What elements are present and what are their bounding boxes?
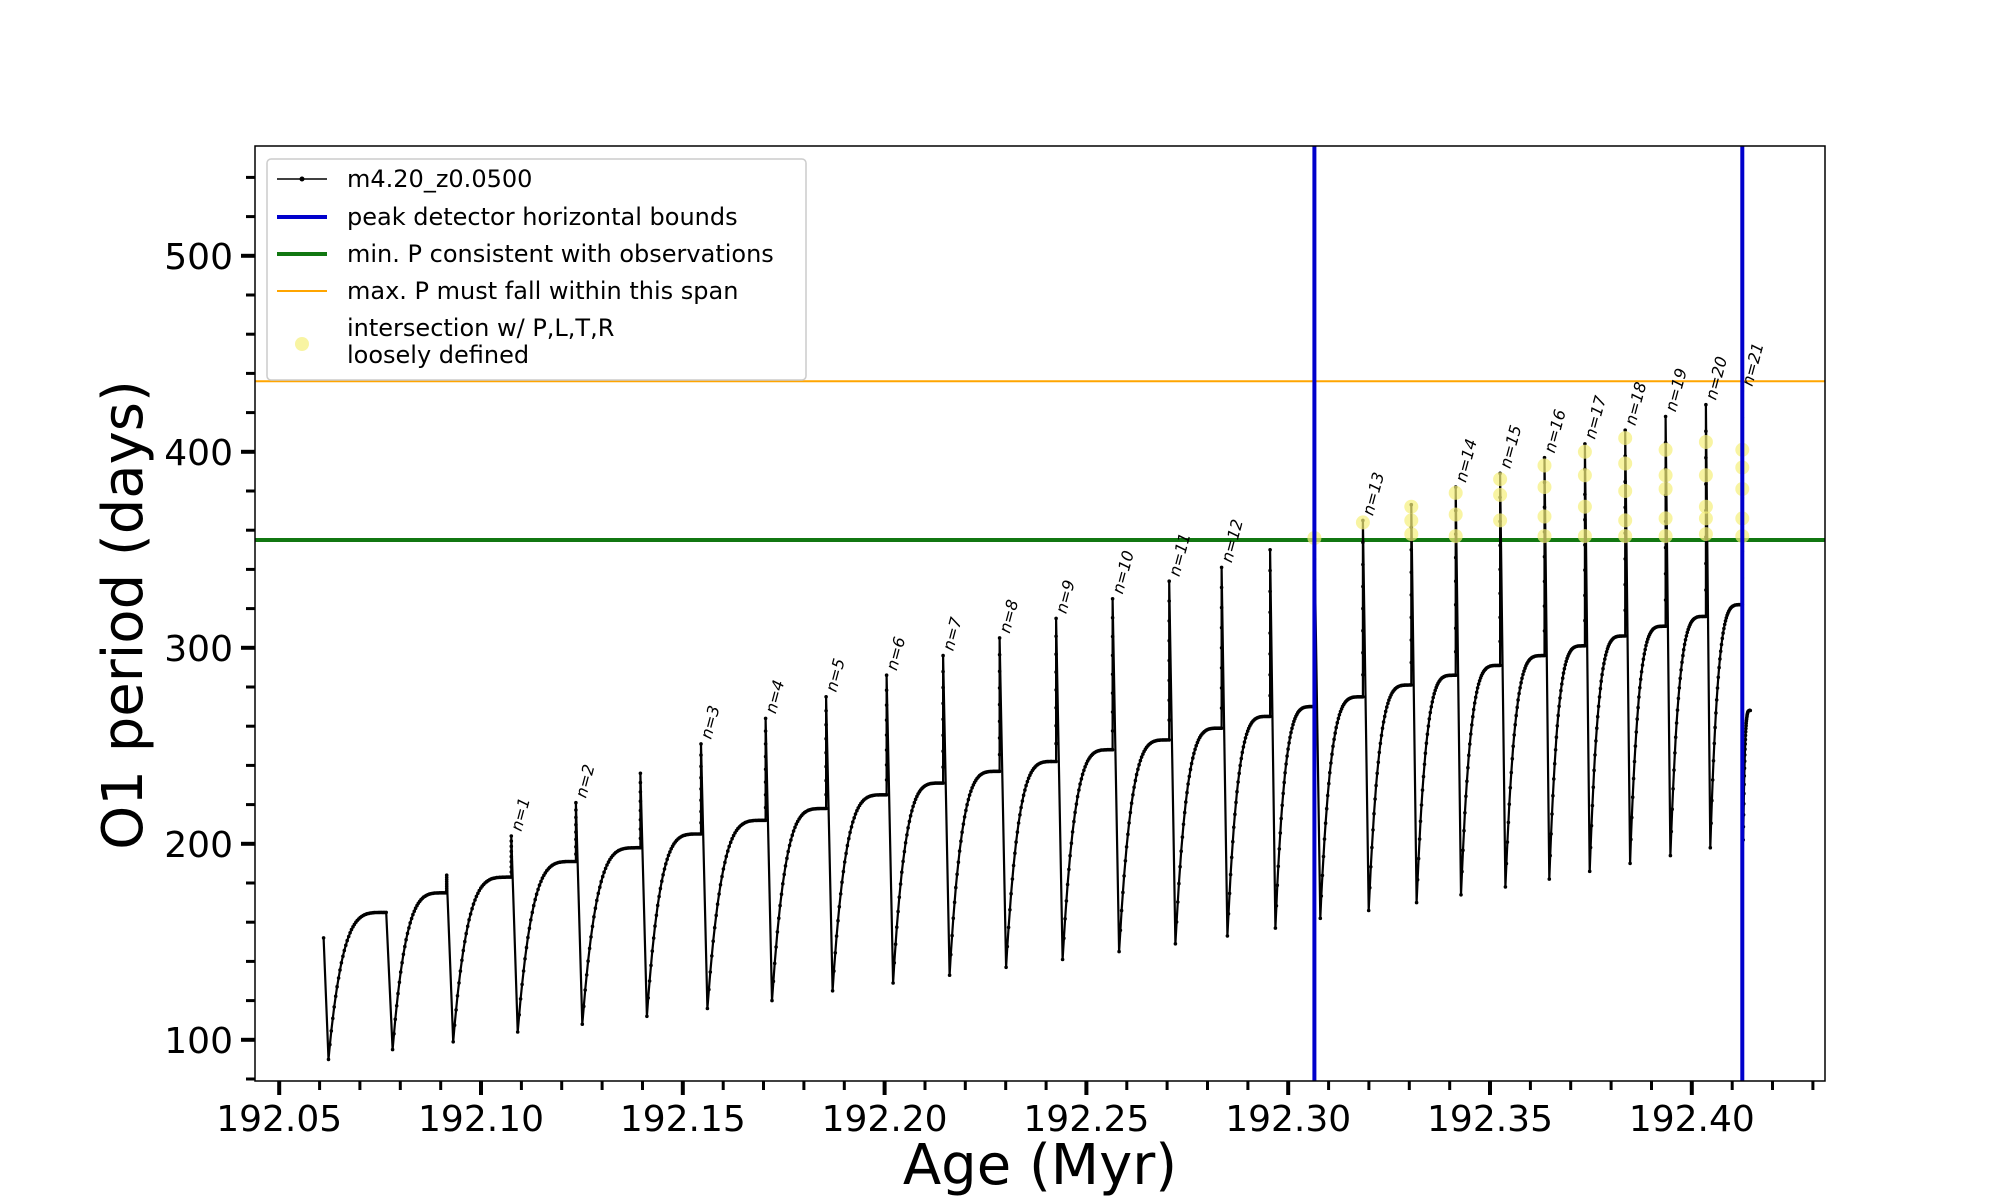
cycle-label-n-17: n=17 xyxy=(1580,393,1610,441)
y-axis-title: O1 period (days) xyxy=(91,380,156,850)
cycle-label-n-6: n=6 xyxy=(882,635,909,673)
intersection-point xyxy=(1698,435,1713,449)
cycle-label-n-3: n=3 xyxy=(697,703,724,741)
cycle-label-n-4: n=4 xyxy=(761,678,788,716)
cycle-labels: n=1n=2n=3n=4n=5n=6n=7 n=8n=9n=10 n=11 n=12n… xyxy=(507,341,1768,833)
x-tick-label: 192.20 xyxy=(822,1099,948,1140)
x-tick-label: 192.10 xyxy=(418,1099,544,1140)
intersection-point xyxy=(1618,513,1633,528)
intersection-point xyxy=(1658,482,1673,496)
cycle-label-n-10: n=10 xyxy=(1108,549,1138,596)
horizontal-reference-lines xyxy=(255,380,1825,542)
cycle-label-n-1: n=1 xyxy=(507,796,534,834)
series-line xyxy=(322,390,1751,1060)
cycle-label-n-19: n=19 xyxy=(1661,366,1691,413)
intersection-point xyxy=(1618,431,1633,446)
intersection-point xyxy=(1658,468,1673,483)
legend-label: min. P consistent with observations xyxy=(347,240,774,268)
intersection-point xyxy=(1537,458,1552,473)
x-axis-title: Age (Myr) xyxy=(903,1133,1177,1198)
legend-entry: max. P must fall within this span xyxy=(277,277,738,305)
series-markers xyxy=(321,389,1753,1062)
intersection-point xyxy=(1404,499,1419,514)
legend-marker xyxy=(295,337,309,351)
intersection-point xyxy=(1658,511,1673,526)
series-m4-20-z0-0500 xyxy=(321,389,1753,1062)
plot-frame xyxy=(254,145,1826,1082)
legend-entry: peak detector horizontal bounds xyxy=(277,203,738,231)
legend-entry: min. P consistent with observations xyxy=(277,240,774,268)
legend-label: intersection w/ P,L,T,R xyxy=(347,314,614,342)
intersection-point xyxy=(1537,509,1552,524)
intersection-point xyxy=(1355,515,1370,530)
legend-label: peak detector horizontal bounds xyxy=(347,203,738,231)
intersection-point xyxy=(1698,499,1713,514)
axes: 100 200 300 400 500 192.05 192.10 192.15 192.20 1… xyxy=(164,175,1815,1140)
intersection-point xyxy=(1448,529,1463,544)
intersection-point xyxy=(1618,456,1633,471)
intersection-markers xyxy=(1307,431,1750,545)
series-points xyxy=(321,389,1753,1062)
intersection-point xyxy=(1658,529,1673,544)
legend-label: m4.20_z0.0500 xyxy=(347,165,532,193)
cycle-label-n-5: n=5 xyxy=(822,656,849,694)
y-tick-label: 200 xyxy=(164,825,233,866)
intersection-point xyxy=(1493,472,1508,487)
intersection-point xyxy=(1493,513,1508,528)
cycle-label-n-14: n=14 xyxy=(1451,437,1481,484)
intersection-point xyxy=(1404,527,1419,542)
x-tick-label: 192.30 xyxy=(1225,1099,1351,1140)
intersection-point xyxy=(1448,507,1463,522)
legend-dot xyxy=(299,176,305,182)
intersection-point xyxy=(1577,499,1592,514)
intersection-point xyxy=(1658,442,1673,457)
intersection-point xyxy=(1448,485,1463,500)
intersection-point xyxy=(1698,527,1713,542)
cycle-label-n-8: n=8 xyxy=(995,598,1022,636)
y-tick-label: 400 xyxy=(164,433,233,474)
intersection-point xyxy=(1618,529,1633,544)
intersection-point xyxy=(1577,529,1592,544)
y-tick-label: 300 xyxy=(164,629,233,670)
intersection-point xyxy=(1698,511,1713,526)
x-tick-label: 192.15 xyxy=(620,1099,746,1140)
y-tick-label: 100 xyxy=(164,1021,233,1062)
peak-detector-bounds xyxy=(1312,146,1745,1081)
cycle-label-n-9: n=9 xyxy=(1052,578,1079,616)
cycle-label-n-7: n=7 xyxy=(939,614,966,652)
cycle-label-n-15: n=15 xyxy=(1496,423,1526,470)
cycle-label-n-16: n=16 xyxy=(1540,407,1570,454)
x-tick-label: 192.35 xyxy=(1427,1099,1553,1140)
legend-label: loosely defined xyxy=(347,341,529,369)
legend-entry: m4.20_z0.0500 xyxy=(277,165,532,193)
legend-box xyxy=(266,158,807,381)
cycle-label-n-20: n=20 xyxy=(1701,354,1731,401)
intersection-point xyxy=(1493,487,1508,502)
x-tick-label: 192.40 xyxy=(1629,1099,1755,1140)
x-tick-label: 192.25 xyxy=(1023,1099,1149,1140)
intersection-point xyxy=(1404,513,1419,528)
legend-label: max. P must fall within this span xyxy=(347,277,738,305)
intersection-point xyxy=(1537,480,1552,495)
intersection-point xyxy=(1698,468,1713,483)
intersection-point xyxy=(1537,529,1552,544)
intersection-point xyxy=(1618,484,1633,498)
intersection-point xyxy=(1577,444,1592,459)
cycle-label-n-13: n=13 xyxy=(1358,470,1388,517)
cycle-label-n-18: n=18 xyxy=(1621,380,1651,427)
intersection-point xyxy=(1577,468,1592,483)
y-tick-label: 500 xyxy=(164,237,233,278)
x-tick-label: 192.05 xyxy=(216,1099,342,1140)
cycle-label-n-2: n=2 xyxy=(571,762,598,800)
